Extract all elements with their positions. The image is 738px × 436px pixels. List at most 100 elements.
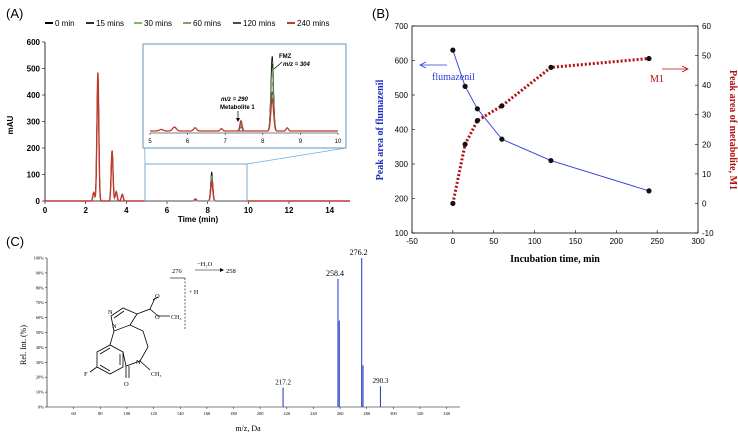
c-xtick-label: 120: [150, 411, 158, 416]
flumazenil-point: [548, 157, 554, 164]
b-ytick-left-label: 300: [395, 160, 409, 169]
b-xtick-label: 100: [528, 237, 542, 246]
flumazenil-structure: [89, 296, 170, 378]
ytick-label: 400: [27, 91, 41, 100]
scheme-from-mass: 276: [172, 268, 183, 275]
m1-point: [450, 200, 456, 207]
ytick-label: 300: [27, 118, 41, 127]
c-xtick-label: 320: [417, 411, 425, 416]
c-ytick-label: 0%: [38, 405, 44, 410]
ytick-label: 200: [27, 144, 41, 153]
m1-point: [499, 103, 505, 109]
c-xtick-label: 240: [310, 411, 318, 416]
b-ytick-right-label: 10: [702, 170, 711, 179]
legend-entry: 0 min: [55, 19, 75, 28]
panel-b-ticks: -50 0 50 100 150 200 250 3001002003004005006007…: [395, 22, 714, 246]
zoom-region-box: [144, 163, 248, 202]
panel-a-label: (A): [6, 6, 23, 21]
flumazenil-point: [450, 47, 456, 53]
flumazenil-point: [462, 83, 468, 89]
inset-xtick-label: 10: [335, 139, 342, 145]
inset-xtick-label: 8: [261, 139, 265, 145]
c-ytick-label: 50%: [36, 330, 45, 335]
ytick-label: 100: [27, 171, 41, 180]
flumazenil-line: [452, 50, 650, 192]
xtick-label: 6: [165, 206, 170, 215]
structure-n2: N: [108, 309, 113, 316]
structure-ring-o: O: [124, 381, 129, 388]
metabolite-arrowhead: [236, 118, 240, 122]
xtick-label: 0: [43, 206, 48, 215]
c-xtick-label: 80: [98, 411, 103, 416]
structure-f: F: [84, 371, 88, 378]
legend-entry: 15 mins: [96, 19, 124, 28]
panel-b-ylabel-left: Peak area of flumazenil: [375, 79, 386, 180]
c-xtick-label: 60: [71, 411, 76, 416]
structure-ester-o: O: [155, 314, 160, 321]
c-ytick-label: 20%: [36, 375, 45, 380]
b-ytick-left-label: 100: [395, 229, 409, 238]
zoom-connector-right: [246, 147, 347, 165]
scheme-loss: −H₂O: [197, 261, 213, 268]
panel-b-ylabel-right: Peak area of metabolite, M1: [727, 70, 738, 190]
legend-entry: 60 mins: [193, 19, 221, 28]
legend-entry: 30 mins: [144, 19, 172, 28]
ytick-label: 500: [27, 65, 41, 74]
m1-point: [646, 55, 652, 62]
structure-n-ch3: CH₃: [151, 372, 161, 378]
flumazenil-arrowhead: [419, 61, 427, 69]
panel-b-label: (B): [372, 6, 389, 21]
c-ytick-label: 40%: [36, 345, 45, 350]
b-ytick-left-label: 500: [395, 91, 409, 100]
inset-traces: 5 6 7 8 9 10: [148, 55, 342, 145]
c-xtick-label: 100: [124, 411, 132, 416]
m1-line: [451, 57, 650, 204]
c-xtick-label: 260: [337, 411, 345, 416]
c-ytick-label: 60%: [36, 315, 45, 320]
structure-n3: N: [136, 359, 141, 366]
inset-metabolite-mz: m/z = 290: [221, 97, 249, 103]
flumazenil-point: [474, 106, 480, 112]
c-xtick-label: 300: [390, 411, 398, 416]
legend-entry: 120 mins: [243, 19, 275, 28]
inset-xtick-label: 9: [299, 139, 303, 145]
panel-c-xlabel: m/z, Da: [235, 424, 261, 433]
b-ytick-left-label: 700: [395, 22, 409, 31]
xtick-label: 4: [124, 206, 129, 215]
b-xtick-label: 250: [650, 237, 664, 246]
panel-b-series: [450, 47, 652, 207]
b-ytick-right-label: 50: [702, 52, 711, 61]
inset-fmz-label: FMZ: [279, 54, 292, 60]
c-xtick-label: 180: [230, 411, 238, 416]
peak-label: 276.2: [350, 248, 368, 257]
b-ytick-right-label: 60: [702, 22, 711, 31]
structure-n1: N: [112, 323, 117, 330]
c-xtick-label: 140: [177, 411, 185, 416]
c-ytick-label: 100%: [34, 256, 45, 261]
c-ytick-label: 90%: [36, 270, 45, 275]
ytick-label: 0: [36, 197, 41, 206]
structure-ester-ch3: CH₃: [171, 315, 181, 321]
b-ytick-left-label: 200: [395, 195, 409, 204]
fragmentation-scheme: [170, 268, 224, 330]
m1-point: [462, 141, 468, 147]
c-xtick-label: 340: [443, 411, 451, 416]
inset-fmz-mz: m/z = 304: [283, 62, 311, 68]
panel-c-spectrum: 217.2 258.4 276.2 290.3: [275, 248, 389, 407]
b-xtick-label: 150: [569, 237, 583, 246]
c-xtick-label: 160: [203, 411, 211, 416]
inset-chromatogram: [142, 43, 347, 149]
c-ytick-label: 10%: [36, 390, 45, 395]
panel-a-legend: 0 min 15 mins 30 mins 60 mins 120 mins 240 mi…: [45, 19, 329, 28]
b-ytick-right-label: 40: [702, 81, 711, 90]
b-xtick-label: 300: [691, 237, 705, 246]
b-ytick-right-label: 20: [702, 140, 711, 149]
scheme-to-mass: 258: [226, 268, 236, 275]
c-ytick-label: 70%: [36, 300, 45, 305]
b-ytick-left-label: 600: [395, 57, 409, 66]
b-xtick-label: 0: [451, 237, 456, 246]
c-xtick-label: 200: [257, 411, 265, 416]
xtick-label: 10: [244, 206, 253, 215]
c-xtick-label: 220: [283, 411, 291, 416]
